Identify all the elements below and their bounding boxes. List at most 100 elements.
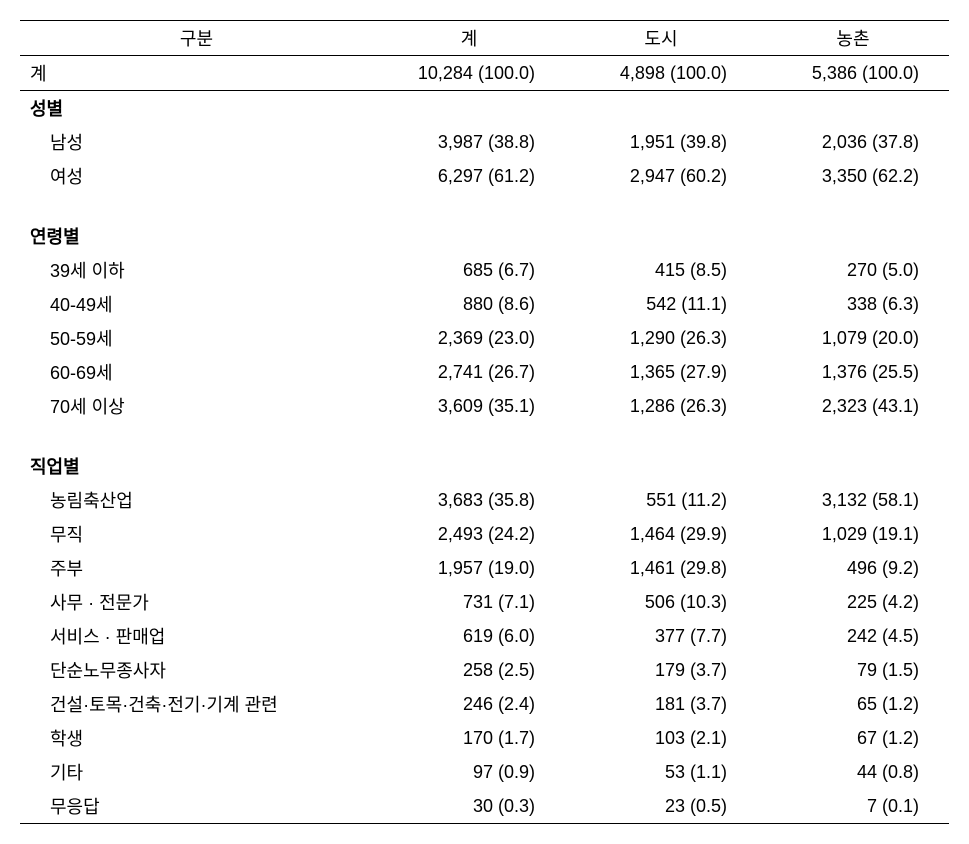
table-row: 주부1,957 (19.0)1,461 (29.8)496 (9.2): [20, 551, 949, 585]
section-header-row: 직업별: [20, 449, 949, 483]
row-rural: 1,376 (25.5): [757, 355, 949, 389]
row-label: 무직: [20, 517, 373, 551]
row-total: 1,957 (19.0): [373, 551, 565, 585]
empty-cell: [373, 91, 565, 126]
row-total: 2,493 (24.2): [373, 517, 565, 551]
table-row: 60-69세2,741 (26.7)1,365 (27.9)1,376 (25.…: [20, 355, 949, 389]
table-row: 학생170 (1.7)103 (2.1)67 (1.2): [20, 721, 949, 755]
row-total: 258 (2.5): [373, 653, 565, 687]
header-rural: 농촌: [757, 21, 949, 56]
row-label: 40-49세: [20, 287, 373, 321]
table-row: 서비스 · 판매업619 (6.0)377 (7.7)242 (4.5): [20, 619, 949, 653]
table-row: 70세 이상3,609 (35.1)1,286 (26.3)2,323 (43.…: [20, 389, 949, 423]
row-urban: 506 (10.3): [565, 585, 757, 619]
row-rural: 3,350 (62.2): [757, 159, 949, 193]
row-label: 단순노무종사자: [20, 653, 373, 687]
table-row: 40-49세880 (8.6)542 (11.1)338 (6.3): [20, 287, 949, 321]
row-urban: 181 (3.7): [565, 687, 757, 721]
row-urban: 415 (8.5): [565, 253, 757, 287]
empty-cell: [20, 423, 373, 449]
row-rural: 3,132 (58.1): [757, 483, 949, 517]
row-rural: 67 (1.2): [757, 721, 949, 755]
data-table: 구분 계 도시 농촌 계 10,284 (100.0) 4,898 (100.0…: [20, 20, 949, 824]
row-urban: 2,947 (60.2): [565, 159, 757, 193]
section-header-row: 연령별: [20, 219, 949, 253]
table-row: 50-59세2,369 (23.0)1,290 (26.3)1,079 (20.…: [20, 321, 949, 355]
table-row: 농림축산업3,683 (35.8)551 (11.2)3,132 (58.1): [20, 483, 949, 517]
row-label: 학생: [20, 721, 373, 755]
row-urban: 23 (0.5): [565, 789, 757, 824]
row-rural: 1,079 (20.0): [757, 321, 949, 355]
empty-cell: [757, 449, 949, 483]
row-rural: 79 (1.5): [757, 653, 949, 687]
row-label: 39세 이하: [20, 253, 373, 287]
row-urban: 542 (11.1): [565, 287, 757, 321]
table-row: 단순노무종사자258 (2.5)179 (3.7)79 (1.5): [20, 653, 949, 687]
row-total: 97 (0.9): [373, 755, 565, 789]
row-label: 50-59세: [20, 321, 373, 355]
table-row: 기타97 (0.9)53 (1.1)44 (0.8): [20, 755, 949, 789]
header-urban: 도시: [565, 21, 757, 56]
row-total: 170 (1.7): [373, 721, 565, 755]
empty-cell: [373, 449, 565, 483]
empty-cell: [565, 91, 757, 126]
row-rural: 2,323 (43.1): [757, 389, 949, 423]
row-rural: 270 (5.0): [757, 253, 949, 287]
row-rural: 338 (6.3): [757, 287, 949, 321]
empty-cell: [757, 219, 949, 253]
empty-cell: [565, 423, 757, 449]
row-total: 3,987 (38.8): [373, 125, 565, 159]
row-rural: 496 (9.2): [757, 551, 949, 585]
row-urban: 1,290 (26.3): [565, 321, 757, 355]
row-urban: 1,461 (29.8): [565, 551, 757, 585]
row-total: 246 (2.4): [373, 687, 565, 721]
total-label: 계: [20, 56, 373, 91]
section-header-row: 성별: [20, 91, 949, 126]
section-header-label: 직업별: [20, 449, 373, 483]
row-rural: 44 (0.8): [757, 755, 949, 789]
table-row: 무응답30 (0.3)23 (0.5)7 (0.1): [20, 789, 949, 824]
row-urban: 1,286 (26.3): [565, 389, 757, 423]
spacer-row: [20, 423, 949, 449]
table-row: 39세 이하685 (6.7)415 (8.5)270 (5.0): [20, 253, 949, 287]
table-row: 사무 · 전문가731 (7.1)506 (10.3)225 (4.2): [20, 585, 949, 619]
empty-cell: [757, 91, 949, 126]
row-label: 서비스 · 판매업: [20, 619, 373, 653]
row-total: 685 (6.7): [373, 253, 565, 287]
empty-cell: [373, 423, 565, 449]
row-total: 3,609 (35.1): [373, 389, 565, 423]
row-rural: 1,029 (19.1): [757, 517, 949, 551]
empty-cell: [565, 193, 757, 219]
row-label: 주부: [20, 551, 373, 585]
row-urban: 551 (11.2): [565, 483, 757, 517]
section-header-label: 연령별: [20, 219, 373, 253]
row-urban: 377 (7.7): [565, 619, 757, 653]
row-label: 농림축산업: [20, 483, 373, 517]
row-urban: 103 (2.1): [565, 721, 757, 755]
row-urban: 53 (1.1): [565, 755, 757, 789]
row-urban: 1,365 (27.9): [565, 355, 757, 389]
row-total: 2,369 (23.0): [373, 321, 565, 355]
row-urban: 179 (3.7): [565, 653, 757, 687]
header-total: 계: [373, 21, 565, 56]
row-label: 무응답: [20, 789, 373, 824]
row-total: 731 (7.1): [373, 585, 565, 619]
row-label: 여성: [20, 159, 373, 193]
header-row: 구분 계 도시 농촌: [20, 21, 949, 56]
row-urban: 1,464 (29.9): [565, 517, 757, 551]
row-rural: 7 (0.1): [757, 789, 949, 824]
empty-cell: [373, 219, 565, 253]
row-rural: 225 (4.2): [757, 585, 949, 619]
header-category: 구분: [20, 21, 373, 56]
table-body: 계 10,284 (100.0) 4,898 (100.0) 5,386 (10…: [20, 56, 949, 824]
row-total: 3,683 (35.8): [373, 483, 565, 517]
spacer-row: [20, 193, 949, 219]
row-total: 30 (0.3): [373, 789, 565, 824]
total-urban: 4,898 (100.0): [565, 56, 757, 91]
row-rural: 2,036 (37.8): [757, 125, 949, 159]
total-rural: 5,386 (100.0): [757, 56, 949, 91]
row-label: 70세 이상: [20, 389, 373, 423]
section-header-label: 성별: [20, 91, 373, 126]
row-label: 남성: [20, 125, 373, 159]
row-total: 880 (8.6): [373, 287, 565, 321]
